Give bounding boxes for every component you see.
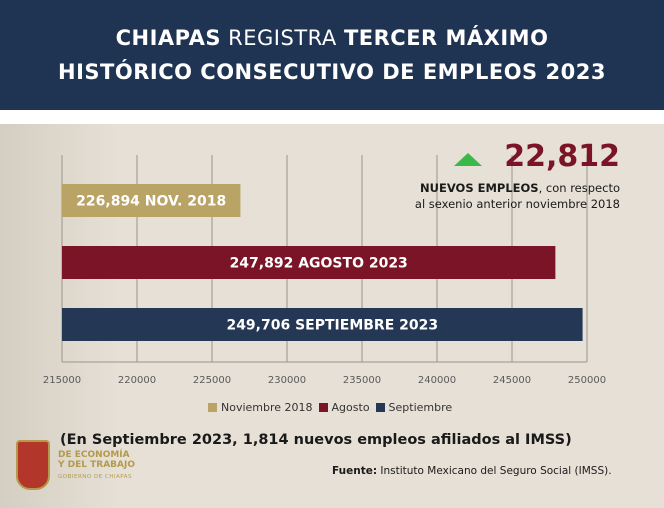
legend-item-noviembre: Noviembre 2018 bbox=[208, 401, 313, 414]
chart-legend: Noviembre 2018 Agosto Septiembre bbox=[208, 401, 458, 414]
x-tick-label-4: 235000 bbox=[343, 375, 381, 386]
x-tick-label-1: 220000 bbox=[118, 375, 156, 386]
bar-2 bbox=[62, 308, 583, 341]
new-jobs-description: NUEVOS EMPLEOS, con respecto al sexenio … bbox=[380, 180, 620, 212]
logo-text: DE ECONOMÍA Y DEL TRABAJO bbox=[58, 450, 135, 470]
title-highlight: TERCER MÁXIMO bbox=[343, 26, 549, 50]
title-verb: REGISTRA bbox=[220, 26, 344, 50]
title-state: CHIAPAS bbox=[115, 26, 221, 50]
new-jobs-value: 22,812 bbox=[504, 139, 620, 174]
x-tick-label-5: 240000 bbox=[418, 375, 456, 386]
legend-label-septiembre: Septiembre bbox=[388, 401, 453, 414]
source-text: Instituto Mexicano del Seguro Social (IM… bbox=[377, 465, 612, 477]
legend-swatch-noviembre bbox=[208, 403, 217, 412]
secretaria-logo: DE ECONOMÍA Y DEL TRABAJO GOBIERNO DE CH… bbox=[16, 436, 156, 496]
bar-1 bbox=[62, 246, 556, 279]
coat-of-arms-icon bbox=[16, 440, 50, 490]
title-line-1: CHIAPAS REGISTRA TERCER MÁXIMO bbox=[116, 21, 549, 55]
legend-item-septiembre: Septiembre bbox=[375, 401, 453, 414]
source-label: Fuente: bbox=[332, 465, 378, 477]
footnote: (En Septiembre 2023, 1,814 nuevos empleo… bbox=[60, 432, 572, 448]
logo-line-1: DE ECONOMÍA bbox=[58, 450, 130, 460]
x-tick-label-2: 225000 bbox=[193, 375, 231, 386]
new-jobs-callout: 22,812 NUEVOS EMPLEOS, con respecto al s… bbox=[380, 140, 620, 212]
x-tick-label-6: 245000 bbox=[493, 375, 531, 386]
legend-swatch-septiembre bbox=[375, 403, 385, 412]
logo-line-2: Y DEL TRABAJO bbox=[58, 460, 135, 470]
x-tick-label-0: 215000 bbox=[43, 375, 81, 386]
bar-label-1: 247,892 AGOSTO 2023 bbox=[230, 256, 408, 272]
legend-item-agosto: Agosto bbox=[318, 401, 370, 414]
new-jobs-comparison: , con respecto bbox=[538, 181, 620, 195]
bar-0 bbox=[62, 184, 241, 217]
legend-label-noviembre: Noviembre 2018 bbox=[221, 401, 313, 414]
new-jobs-label: NUEVOS EMPLEOS bbox=[420, 181, 539, 195]
legend-swatch-agosto bbox=[318, 403, 328, 412]
title-line-2: HISTÓRICO CONSECUTIVO DE EMPLEOS 2023 bbox=[58, 60, 606, 84]
x-tick-label-7: 250000 bbox=[568, 375, 606, 386]
title-banner: CHIAPAS REGISTRA TERCER MÁXIMO HISTÓRICO… bbox=[0, 0, 664, 110]
up-arrow-icon bbox=[454, 152, 483, 166]
logo-government: GOBIERNO DE CHIAPAS bbox=[58, 474, 133, 480]
legend-label-agosto: Agosto bbox=[331, 401, 370, 414]
bar-label-0: 226,894 NOV. 2018 bbox=[76, 194, 226, 210]
new-jobs-reference: al sexenio anterior noviembre 2018 bbox=[414, 197, 620, 211]
x-tick-label-3: 230000 bbox=[268, 375, 306, 386]
source-citation: Fuente: Instituto Mexicano del Seguro So… bbox=[332, 465, 612, 477]
bar-label-2: 249,706 SEPTIEMBRE 2023 bbox=[226, 318, 438, 334]
